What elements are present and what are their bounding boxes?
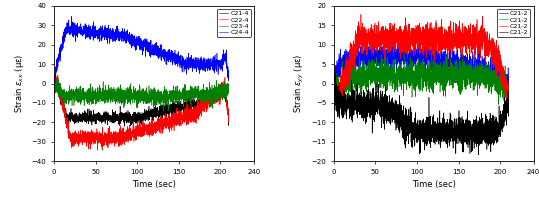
C24-4: [81, 30, 88, 32]
C23-4: [160, 110, 167, 113]
C24-4: [51, 81, 57, 83]
Line: C23-4: C23-4: [54, 76, 229, 111]
C22-4: [99, 149, 106, 151]
Line: C21-2: C21-2: [334, 15, 509, 113]
C22-4: [225, 121, 232, 123]
C21-2: [330, 81, 337, 83]
C23-4: [209, 92, 215, 95]
C21-2: [361, 41, 368, 43]
C21-2: [431, 60, 438, 62]
Line: C21-2: C21-2: [334, 37, 509, 94]
Line: C21-2: C21-2: [334, 72, 509, 155]
Y-axis label: Strain $ε_{xx}$ (με): Strain $ε_{xx}$ (με): [13, 54, 26, 113]
C21-2: [488, 82, 495, 85]
C21-4: [209, 93, 215, 96]
C21-2: [506, 81, 512, 84]
C21-2: [475, 154, 482, 156]
Line: C21-4: C21-4: [54, 77, 229, 126]
C24-4: [151, 52, 157, 54]
C21-2: [431, 137, 437, 139]
X-axis label: Time (sec): Time (sec): [132, 180, 176, 189]
C23-4: [211, 89, 217, 91]
C22-4: [51, 81, 57, 84]
C23-4: [51, 83, 57, 86]
C21-2: [361, 73, 368, 75]
C21-2: [330, 85, 337, 88]
C22-4: [81, 138, 88, 140]
C21-2: [330, 73, 337, 76]
C23-4: [81, 97, 88, 99]
C21-2: [471, 147, 478, 150]
C22-4: [211, 91, 217, 94]
C24-4: [211, 56, 217, 58]
C21-4: [151, 110, 157, 113]
C21-2: [431, 75, 437, 77]
C21-2: [431, 54, 437, 56]
C21-2: [491, 53, 497, 56]
C23-4: [81, 91, 88, 94]
C23-4: [191, 93, 198, 95]
C21-4: [81, 117, 88, 119]
C21-2: [471, 45, 478, 48]
Legend: C21-4, C22-4, C23-4, C24-4: C21-4, C22-4, C23-4, C24-4: [217, 9, 251, 37]
C21-2: [362, 44, 368, 46]
C22-4: [54, 74, 61, 76]
C24-4: [225, 72, 232, 74]
C21-2: [400, 36, 407, 38]
C21-4: [211, 96, 217, 99]
C24-4: [68, 15, 74, 18]
C21-2: [506, 82, 512, 84]
C21-2: [505, 93, 511, 95]
C21-2: [471, 54, 478, 56]
C22-4: [209, 102, 215, 105]
X-axis label: Time (sec): Time (sec): [412, 180, 455, 189]
C21-2: [361, 107, 368, 110]
C21-2: [331, 71, 337, 73]
C21-2: [383, 51, 389, 53]
C24-4: [191, 65, 198, 67]
C21-2: [490, 70, 497, 72]
C21-4: [191, 101, 198, 103]
C23-4: [225, 88, 232, 91]
Line: C21-2: C21-2: [334, 52, 509, 111]
C21-2: [362, 100, 368, 102]
C22-4: [151, 131, 157, 134]
C21-4: [121, 125, 128, 127]
C21-2: [488, 52, 495, 54]
C24-4: [82, 25, 88, 27]
C22-4: [81, 137, 88, 139]
C21-2: [361, 48, 368, 50]
C21-2: [488, 143, 495, 145]
C21-2: [336, 112, 342, 114]
C23-4: [151, 104, 157, 107]
C23-4: [52, 75, 58, 77]
C24-4: [51, 82, 57, 85]
C21-2: [506, 102, 512, 104]
Line: C24-4: C24-4: [54, 16, 229, 84]
C21-2: [330, 74, 337, 76]
Line: C22-4: C22-4: [54, 75, 229, 150]
C21-2: [471, 89, 478, 91]
C21-4: [225, 114, 232, 117]
C21-2: [361, 59, 368, 62]
C24-4: [209, 63, 215, 66]
Legend: C21-2, C21-2, C21-2, C21-2: C21-2, C21-2, C21-2, C21-2: [497, 9, 530, 37]
C21-4: [51, 81, 57, 84]
C21-2: [490, 67, 497, 69]
C21-2: [361, 76, 368, 78]
C22-4: [191, 115, 198, 117]
C21-2: [488, 63, 495, 65]
C21-2: [358, 13, 364, 16]
C21-2: [491, 125, 497, 127]
C21-4: [52, 75, 59, 78]
Y-axis label: Strain $ε_{yy}$ (με): Strain $ε_{yy}$ (με): [293, 54, 306, 113]
C21-2: [502, 109, 508, 112]
C21-2: [506, 113, 512, 115]
C21-4: [81, 109, 88, 112]
